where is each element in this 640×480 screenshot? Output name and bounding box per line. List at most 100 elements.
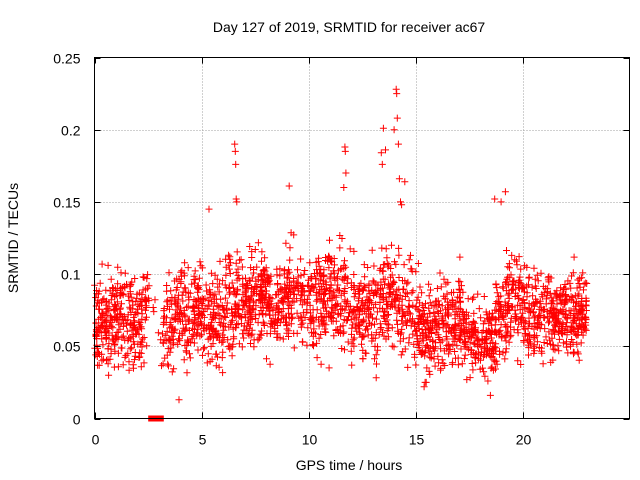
data-point: [332, 326, 340, 334]
data-point: [349, 307, 357, 315]
data-point: [502, 348, 510, 356]
data-point: [99, 341, 107, 349]
data-point: [521, 325, 529, 333]
data-point: [405, 303, 413, 311]
data-point: [223, 299, 231, 307]
data-point: [387, 273, 394, 281]
data-point: [273, 330, 281, 338]
data-point: [507, 314, 515, 322]
data-point: [466, 374, 474, 382]
data-point: [508, 286, 516, 294]
data-point: [107, 312, 115, 320]
data-point: [512, 281, 520, 289]
data-point: [231, 140, 239, 148]
data-point: [536, 325, 544, 333]
data-point: [232, 160, 240, 168]
data-point: [359, 355, 367, 363]
data-point: [471, 354, 479, 362]
data-point: [527, 309, 535, 317]
data-point: [95, 361, 103, 369]
x-tick-label: 20: [516, 432, 532, 448]
data-point: [215, 363, 223, 371]
data-point: [337, 265, 345, 273]
data-point: [399, 277, 406, 285]
data-point: [193, 332, 201, 340]
data-point: [208, 355, 216, 363]
data-point: [360, 302, 368, 310]
data-point: [140, 334, 148, 341]
data-point: [380, 312, 387, 320]
data-point: [365, 319, 373, 327]
data-point: [102, 316, 110, 324]
data-point: [366, 297, 374, 305]
data-point: [330, 332, 338, 340]
data-point: [256, 330, 264, 338]
data-point: [165, 362, 172, 370]
data-point: [470, 293, 478, 301]
data-point: [111, 305, 119, 313]
data-point: [434, 352, 442, 360]
data-point: [129, 324, 137, 332]
data-point: [470, 309, 478, 317]
data-point: [363, 325, 371, 333]
data-point: [442, 321, 450, 329]
data-point: [280, 270, 288, 278]
data-point: [521, 288, 528, 296]
data-point: [186, 350, 193, 358]
data-point: [169, 335, 177, 343]
data-point: [96, 279, 104, 287]
data-point: [530, 314, 538, 322]
data-point: [92, 332, 100, 339]
data-point: [540, 289, 548, 297]
data-point: [307, 287, 315, 295]
data-point: [341, 274, 349, 282]
data-point: [106, 355, 114, 363]
data-point: [275, 305, 283, 313]
data-point: [470, 339, 478, 347]
data-point: [381, 261, 389, 268]
data-point: [250, 299, 258, 307]
data-point: [436, 336, 444, 343]
data-point: [257, 291, 265, 299]
data-point: [184, 289, 192, 297]
data-point: [395, 303, 403, 311]
data-point: [232, 268, 240, 276]
data-point: [530, 308, 537, 316]
data-point: [211, 271, 219, 279]
data-point: [211, 314, 219, 322]
data-point: [547, 340, 555, 348]
data-point: [474, 337, 482, 345]
data-point: [371, 342, 379, 350]
data-point: [108, 292, 116, 299]
data-point: [554, 309, 562, 317]
data-point: [372, 351, 380, 359]
data-point: [195, 286, 203, 294]
data-point: [475, 305, 483, 313]
data-point: [455, 334, 463, 342]
data-point: [120, 312, 128, 320]
data-point: [506, 333, 514, 341]
data-point: [102, 286, 110, 294]
data-point: [432, 303, 440, 311]
data-point: [142, 306, 149, 314]
data-point: [395, 251, 403, 259]
data-point: [493, 284, 501, 292]
data-point: [390, 288, 398, 296]
data-point: [469, 318, 477, 326]
data-point: [231, 308, 239, 316]
data-point: [99, 312, 107, 320]
data-point: [201, 305, 209, 313]
data-point: [279, 298, 287, 306]
data-point: [535, 344, 543, 351]
data-point: [201, 295, 209, 303]
data-point: [582, 297, 590, 305]
data-point: [476, 365, 484, 373]
data-point: [517, 265, 525, 273]
data-point: [327, 270, 335, 278]
data-point: [126, 288, 134, 296]
data-point: [206, 290, 214, 298]
data-point: [530, 264, 538, 272]
data-point: [341, 257, 348, 265]
data-point: [186, 354, 194, 362]
data-point: [290, 231, 298, 239]
